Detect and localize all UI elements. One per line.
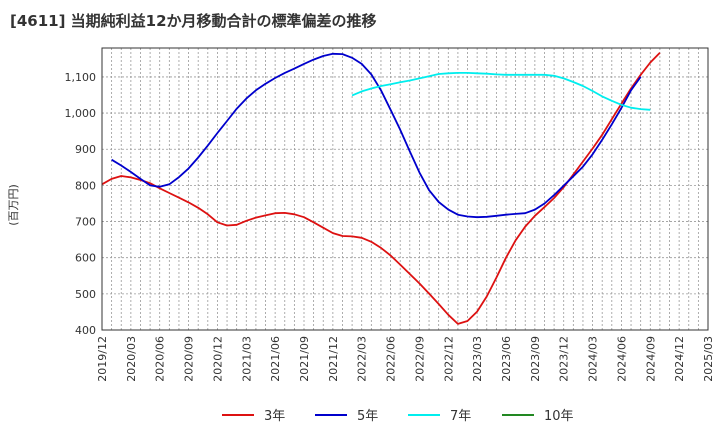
x-tick-label: 2021/06 xyxy=(269,336,282,382)
x-tick-label: 2020/06 xyxy=(154,336,167,382)
y-tick-label: 500 xyxy=(75,288,96,301)
x-tick-labels: 2019/12 2020/03 2020/06 2020/09 2020/12 2021/… xyxy=(96,336,715,382)
x-tick-label: 2021/12 xyxy=(327,336,340,382)
y-tick-label: 1,100 xyxy=(65,71,97,84)
x-tick-label: 2024/03 xyxy=(587,336,600,382)
y-axis-label: (百万円) xyxy=(7,184,20,226)
series-layer xyxy=(101,52,661,325)
x-tick-label: 2020/09 xyxy=(183,336,196,382)
x-tick-label: 2023/12 xyxy=(558,336,571,382)
legend: 3年 5年 7年 10年 xyxy=(222,409,574,424)
x-tick-label: 2022/12 xyxy=(442,336,455,382)
legend-label: 5年 xyxy=(357,409,378,424)
y-tick-label: 1,000 xyxy=(65,107,97,120)
y-tick-label: 700 xyxy=(75,216,96,229)
series-line-7年 xyxy=(351,72,651,111)
x-tick-label: 2023/03 xyxy=(471,336,484,382)
legend-label: 10年 xyxy=(544,409,574,424)
x-tick-label: 2022/03 xyxy=(356,336,369,382)
x-tick-label: 2024/06 xyxy=(615,336,628,382)
chart-title: [4611] 当期純利益12か月移動合計の標準偏差の推移 xyxy=(10,12,377,30)
y-tick-label: 400 xyxy=(75,324,96,337)
x-tick-label: 2020/12 xyxy=(211,336,224,382)
y-tick-label: 800 xyxy=(75,179,96,192)
y-tick-label: 600 xyxy=(75,252,96,265)
legend-label: 3年 xyxy=(264,409,285,424)
x-tick-label: 2019/12 xyxy=(96,336,109,382)
x-tick-label: 2024/09 xyxy=(644,336,657,382)
x-tick-label: 2021/09 xyxy=(298,336,311,382)
x-tick-label: 2022/06 xyxy=(385,336,398,382)
x-tick-label: 2024/12 xyxy=(673,336,686,382)
x-tick-label: 2023/06 xyxy=(500,336,513,382)
x-tick-label: 2021/03 xyxy=(240,336,253,382)
x-tick-label: 2022/09 xyxy=(413,336,426,382)
grid-layer xyxy=(102,48,708,330)
x-tick-label: 2023/09 xyxy=(529,336,542,382)
y-tick-label: 900 xyxy=(75,143,96,156)
x-tick-label: 2025/03 xyxy=(702,336,715,382)
series-line-5年 xyxy=(111,52,642,219)
x-tick-label: 2020/03 xyxy=(125,336,138,382)
plot-frame xyxy=(101,47,709,331)
legend-label: 7年 xyxy=(450,409,471,424)
y-tick-labels: 400 500 600 700 800 900 1,000 1,100 xyxy=(65,71,97,337)
